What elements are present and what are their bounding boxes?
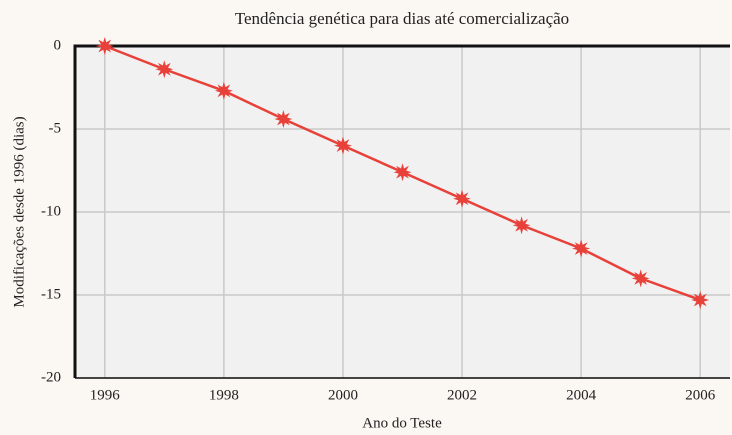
x-tick-label: 1998 [209,387,239,403]
point-marker [453,189,471,208]
x-tick-label: 2000 [328,387,358,403]
point-marker [155,60,174,79]
x-axis-label: Ano do Teste [362,415,442,431]
y-tick-label: -10 [41,203,61,219]
y-axis-label: Modificações desde 1996 (dias) [11,116,27,307]
point-marker [572,239,591,258]
point-marker [95,37,114,55]
y-tick-label: -15 [41,286,61,302]
y-tick-label: -20 [41,369,61,385]
x-tick-label: 2002 [447,387,477,403]
point-marker [631,269,650,288]
point-marker [334,136,352,155]
point-marker [274,110,293,128]
chart-title: Tendência genética para dias até comerci… [235,9,569,28]
axis-frame [73,44,730,378]
point-marker [214,81,233,100]
x-tick-label: 2004 [566,387,597,403]
x-tick-label: 2006 [685,387,716,403]
y-tick-label: -5 [49,120,62,136]
y-tick-label: 0 [54,37,62,53]
point-marker [393,163,412,182]
point-marker [691,291,710,309]
point-marker [512,216,531,235]
x-tick-label: 1996 [90,387,121,403]
